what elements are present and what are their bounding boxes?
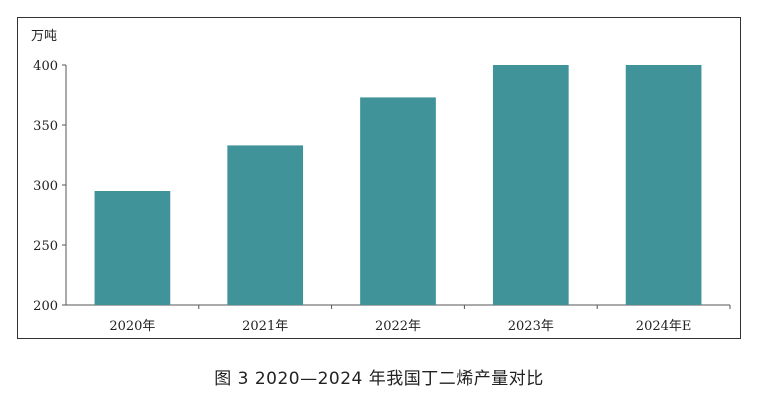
bar xyxy=(360,97,436,306)
figure-caption: 图 3 2020—2024 年我国丁二烯产量对比 xyxy=(214,369,544,389)
x-tick-label: 2020年 xyxy=(109,319,155,334)
x-tick-label: 2024年E xyxy=(636,319,692,334)
y-tick-label: 200 xyxy=(33,299,58,314)
y-tick-label: 400 xyxy=(33,59,58,74)
y-tick-label: 350 xyxy=(33,119,58,134)
y-unit-label: 万吨 xyxy=(31,29,57,44)
bars-group xyxy=(94,65,702,306)
y-tick-label: 250 xyxy=(33,239,58,254)
x-tick-label: 2021年 xyxy=(242,319,288,334)
bar xyxy=(625,65,702,305)
x-tick-label: 2022年 xyxy=(375,319,421,334)
y-tick-label: 300 xyxy=(33,179,58,194)
tick-labels: 200 250 300 350 400 2020年 2021年 2022年 2023年 2024年… xyxy=(33,59,691,334)
x-tick-label: 2023年 xyxy=(508,319,554,334)
chart-frame: 万吨 200 250 300 350 400 2020年 2021年 2022年 2023年 20… xyxy=(17,17,741,339)
bar xyxy=(94,191,171,305)
bar xyxy=(492,65,569,305)
bar xyxy=(227,145,304,305)
